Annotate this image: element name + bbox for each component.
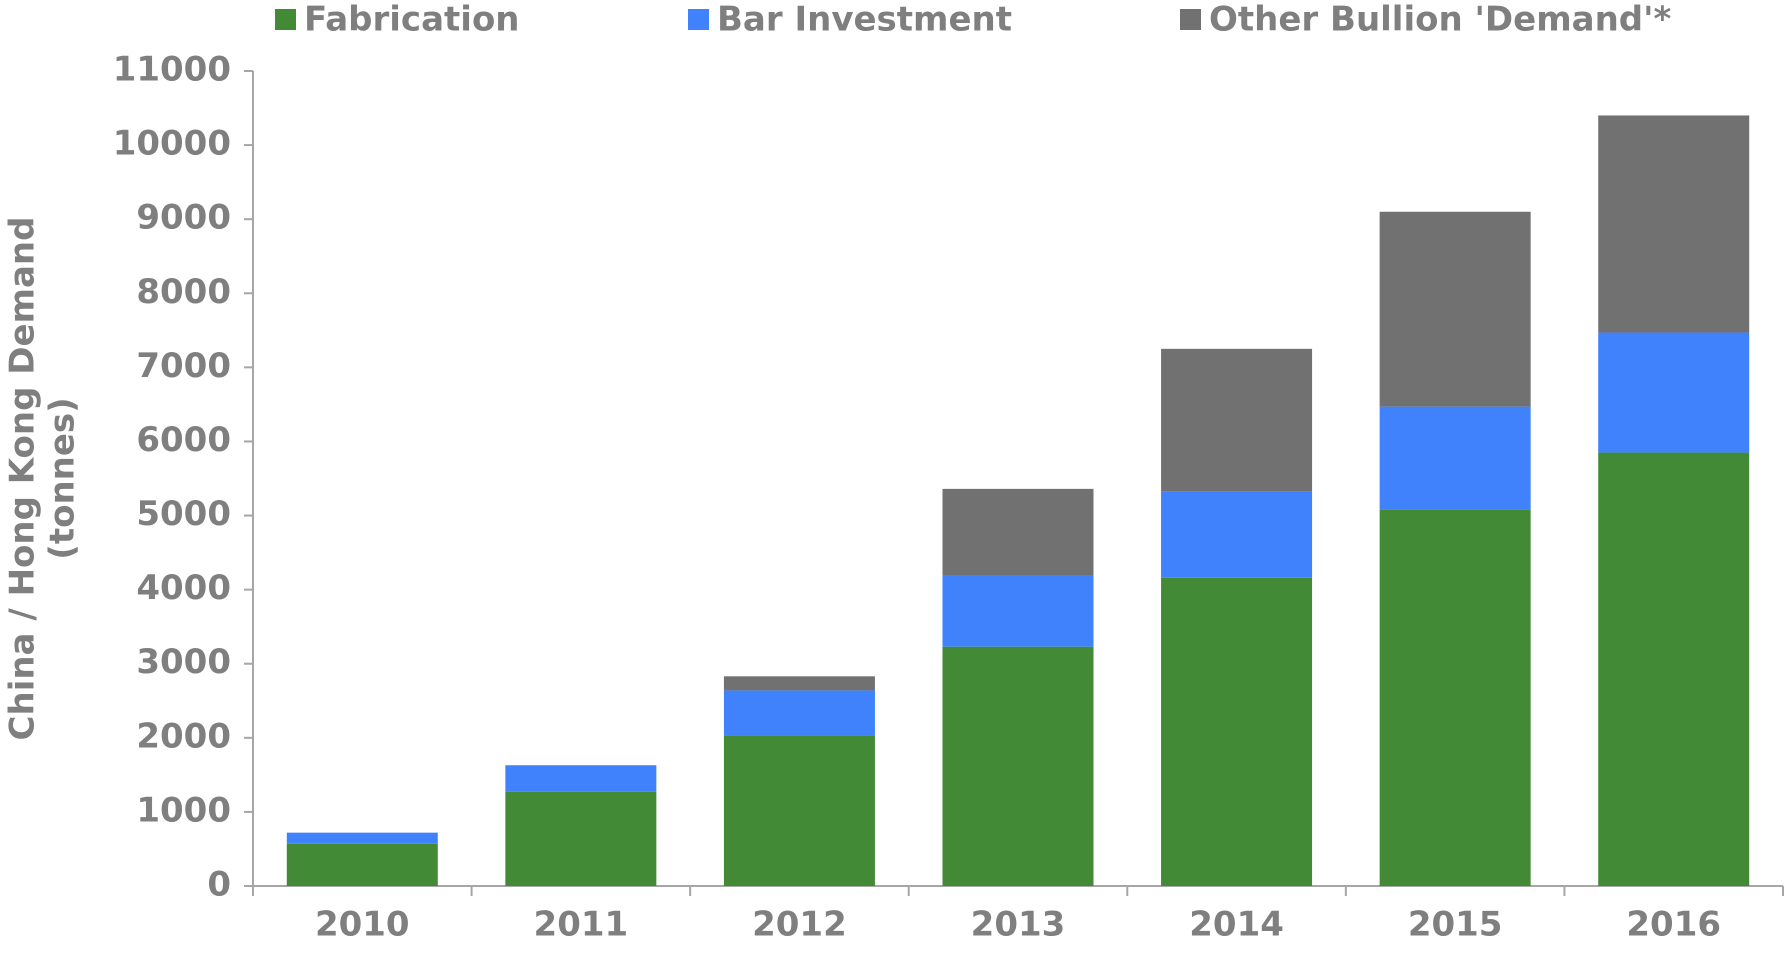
- bar-segment: [505, 791, 657, 886]
- y-tick-label: 10000: [113, 124, 231, 164]
- y-tick-label: 2000: [136, 716, 231, 756]
- bar-segment: [505, 765, 657, 792]
- y-tick-label: 1000: [136, 790, 231, 830]
- bar-segment: [1598, 452, 1750, 886]
- y-tick-label: 6000: [136, 420, 231, 460]
- bar-segment: [1161, 577, 1313, 886]
- bar-segment: [942, 488, 1094, 576]
- y-tick-label: 0: [207, 865, 231, 905]
- bar-segment: [286, 832, 438, 844]
- y-tick-label: 8000: [136, 272, 231, 312]
- y-tick-label: 4000: [136, 568, 231, 608]
- bar-segment: [1598, 332, 1750, 453]
- legend-swatch: [275, 9, 296, 30]
- bar-segment: [942, 575, 1094, 647]
- bar-segment: [1161, 491, 1313, 578]
- x-tick-label: 2011: [534, 905, 629, 945]
- y-axis-title: China / Hong Kong Demand (tonnes): [3, 217, 83, 741]
- x-tick-label: 2010: [315, 905, 410, 945]
- bar-segment: [1379, 406, 1531, 510]
- bar-segment: [1379, 509, 1531, 886]
- bar-segment: [942, 646, 1094, 886]
- y-tick-label: 9000: [136, 198, 231, 238]
- legend-swatch: [1180, 9, 1201, 30]
- legend-label: Fabrication: [304, 0, 520, 40]
- x-tick-label: 2016: [1626, 905, 1721, 945]
- legend-swatch: [688, 9, 709, 30]
- bar-segment: [723, 735, 875, 886]
- y-axis-title-line: China / Hong Kong Demand: [3, 217, 43, 741]
- y-tick-label: 3000: [136, 642, 231, 682]
- legend-label: Other Bullion 'Demand'*: [1209, 0, 1672, 40]
- bar-segment: [286, 843, 438, 886]
- bar-segment: [1161, 348, 1313, 492]
- x-tick-label: 2013: [971, 905, 1066, 945]
- y-tick-label: 11000: [113, 50, 231, 90]
- bar-segment: [1379, 211, 1531, 407]
- y-tick-label: 5000: [136, 494, 231, 534]
- x-tick-label: 2014: [1189, 905, 1284, 945]
- x-tick-label: 2015: [1408, 905, 1503, 945]
- bar-segment: [1598, 115, 1750, 333]
- bar-segment: [723, 676, 875, 691]
- x-tick-label: 2012: [752, 905, 847, 945]
- legend-label: Bar Investment: [717, 0, 1012, 40]
- bar-segment: [723, 690, 875, 736]
- y-tick-label: 7000: [136, 346, 231, 386]
- y-axis-title-line: (tonnes): [43, 397, 83, 559]
